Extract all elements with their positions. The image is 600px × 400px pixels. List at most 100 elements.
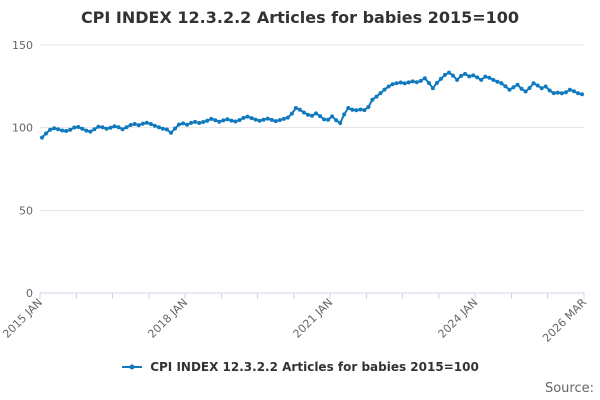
data-point-marker[interactable] (406, 80, 411, 85)
data-point-marker[interactable] (265, 116, 270, 121)
data-point-marker[interactable] (414, 80, 419, 85)
data-point-marker[interactable] (213, 118, 218, 123)
data-point-marker[interactable] (523, 89, 528, 94)
data-point-marker[interactable] (189, 120, 194, 125)
data-point-marker[interactable] (225, 117, 230, 122)
data-point-marker[interactable] (555, 90, 560, 95)
data-point-marker[interactable] (68, 127, 73, 132)
data-point-marker[interactable] (338, 121, 343, 125)
data-point-marker[interactable] (382, 87, 387, 92)
data-point-marker[interactable] (237, 118, 242, 123)
data-point-marker[interactable] (148, 122, 153, 126)
data-point-marker[interactable] (543, 84, 548, 89)
data-point-marker[interactable] (547, 88, 552, 93)
data-point-marker[interactable] (398, 80, 403, 85)
data-point-marker[interactable] (559, 91, 564, 96)
data-point-marker[interactable] (306, 112, 310, 117)
data-point-marker[interactable] (40, 135, 44, 140)
data-point-marker[interactable] (511, 85, 516, 90)
data-point-marker[interactable] (551, 91, 556, 96)
data-point-marker[interactable] (205, 118, 210, 123)
data-point-marker[interactable] (221, 118, 226, 123)
data-point-marker[interactable] (177, 122, 181, 127)
data-point-marker[interactable] (580, 92, 584, 97)
data-point-marker[interactable] (281, 116, 286, 121)
data-point-marker[interactable] (140, 121, 145, 126)
data-point-marker[interactable] (76, 125, 81, 129)
data-point-marker[interactable] (483, 74, 488, 79)
data-point-marker[interactable] (519, 86, 524, 91)
data-point-marker[interactable] (374, 94, 379, 99)
data-point-marker[interactable] (136, 123, 141, 128)
data-point-marker[interactable] (48, 127, 53, 132)
data-point-marker[interactable] (495, 79, 500, 84)
data-point-marker[interactable] (539, 86, 544, 91)
data-point-marker[interactable] (467, 74, 472, 79)
data-point-marker[interactable] (197, 121, 202, 125)
data-point-marker[interactable] (132, 122, 137, 126)
data-point-marker[interactable] (245, 114, 250, 119)
data-point-marker[interactable] (378, 91, 383, 96)
data-point-marker[interactable] (60, 128, 65, 133)
data-point-marker[interactable] (120, 127, 125, 132)
data-point-marker[interactable] (430, 86, 435, 91)
data-point-marker[interactable] (535, 83, 540, 88)
data-point-marker[interactable] (342, 112, 347, 117)
data-point-marker[interactable] (164, 127, 169, 132)
data-point-marker[interactable] (241, 115, 246, 120)
data-point-marker[interactable] (459, 73, 464, 78)
data-point-marker[interactable] (217, 119, 222, 124)
data-point-marker[interactable] (402, 81, 407, 86)
data-point-marker[interactable] (576, 91, 580, 96)
data-point-marker[interactable] (346, 106, 351, 110)
series-cpi-articles-for-babies[interactable] (40, 70, 584, 140)
data-point-marker[interactable] (515, 82, 520, 87)
data-point-marker[interactable] (426, 81, 431, 85)
data-point-marker[interactable] (96, 124, 101, 129)
data-point-marker[interactable] (156, 125, 161, 130)
data-point-marker[interactable] (261, 117, 266, 122)
data-point-marker[interactable] (567, 87, 572, 92)
data-point-marker[interactable] (160, 126, 165, 131)
data-point-marker[interactable] (301, 110, 306, 115)
data-point-marker[interactable] (563, 90, 568, 95)
data-point-marker[interactable] (503, 84, 508, 89)
data-point-marker[interactable] (277, 118, 282, 123)
data-point-marker[interactable] (169, 130, 173, 135)
data-point-marker[interactable] (471, 73, 476, 78)
data-point-marker[interactable] (108, 125, 113, 130)
data-point-marker[interactable] (285, 115, 290, 120)
data-point-marker[interactable] (410, 79, 415, 84)
data-point-marker[interactable] (571, 89, 576, 94)
data-point-marker[interactable] (479, 77, 484, 82)
data-point-marker[interactable] (370, 97, 375, 102)
data-point-marker[interactable] (269, 117, 274, 122)
data-point-marker[interactable] (422, 76, 427, 81)
data-point-marker[interactable] (201, 120, 206, 124)
data-point-marker[interactable] (92, 127, 97, 132)
data-point-marker[interactable] (451, 73, 455, 78)
data-point-marker[interactable] (318, 114, 323, 119)
data-point-marker[interactable] (112, 124, 117, 129)
data-point-marker[interactable] (185, 122, 190, 127)
data-point-marker[interactable] (499, 81, 504, 86)
data-point-marker[interactable] (438, 76, 443, 81)
data-point-marker[interactable] (209, 116, 214, 121)
data-point-marker[interactable] (88, 129, 93, 134)
data-point-marker[interactable] (64, 129, 69, 133)
data-point-marker[interactable] (173, 126, 177, 131)
data-point-marker[interactable] (447, 70, 451, 75)
data-point-marker[interactable] (418, 78, 423, 83)
data-point-marker[interactable] (289, 111, 294, 116)
data-point-marker[interactable] (229, 118, 234, 123)
data-point-marker[interactable] (152, 123, 157, 128)
data-point-marker[interactable] (527, 86, 532, 90)
data-point-marker[interactable] (84, 128, 89, 133)
data-point-marker[interactable] (326, 117, 331, 122)
data-point-marker[interactable] (124, 125, 129, 130)
data-point-marker[interactable] (390, 82, 395, 87)
data-point-marker[interactable] (434, 81, 439, 85)
data-point-marker[interactable] (116, 125, 121, 130)
data-point-marker[interactable] (455, 77, 460, 82)
data-point-marker[interactable] (491, 77, 496, 82)
